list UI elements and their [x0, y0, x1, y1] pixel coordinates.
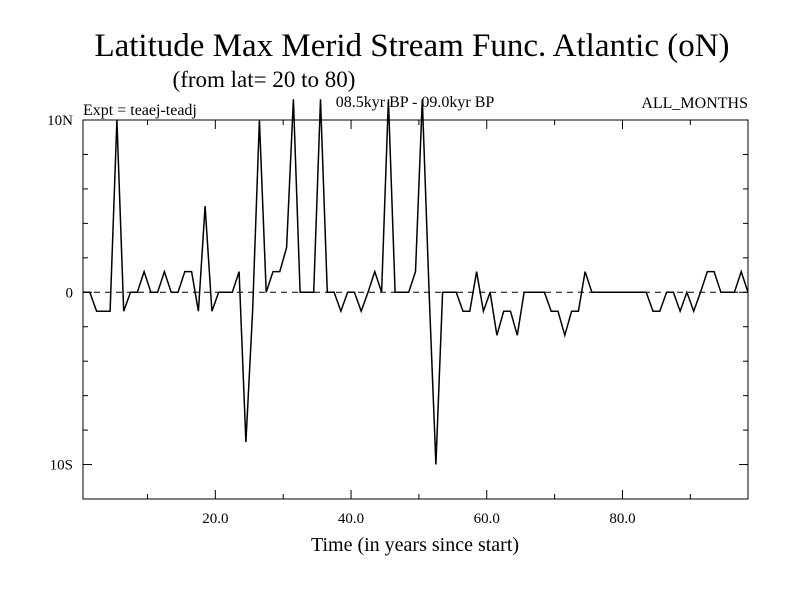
x-tick-label: 60.0 — [474, 511, 500, 527]
y-tick-label: 10N — [47, 113, 73, 129]
x-tick-label: 20.0 — [202, 511, 228, 527]
y-tick-label: 0 — [66, 285, 74, 301]
experiment-label: Expt = teaej-teadj — [83, 102, 197, 119]
x-axis-label: Time (in years since start) — [311, 534, 519, 556]
plot-frame — [82, 119, 749, 500]
period-label: 08.5kyr BP - 09.0kyr BP — [336, 94, 495, 111]
season-label: ALL_MONTHS — [641, 95, 748, 112]
y-tick-label: 10S — [50, 458, 73, 474]
series-layer — [83, 99, 749, 465]
x-tick-label: 80.0 — [609, 511, 635, 527]
chart-subtitle: (from lat= 20 to 80) — [173, 67, 356, 92]
chart-title: Latitude Max Merid Stream Func. Atlantic… — [94, 28, 729, 64]
axis-layer: 20.0 40.0 60.0 80.0 10N 0 10S — [47, 113, 748, 527]
x-tick-label: 40.0 — [338, 511, 364, 527]
series-line-0 — [83, 99, 749, 465]
